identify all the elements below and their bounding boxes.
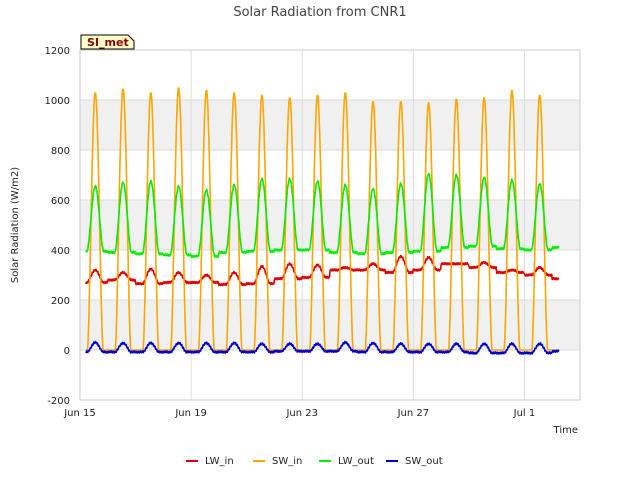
legend: LW_in SW_in LW_out SW_out bbox=[186, 456, 443, 467]
chart-title: Solar Radiation from CNR1 bbox=[233, 5, 406, 20]
x-axis-ticks: Jun 15 Jun 19 Jun 23 Jun 27 Jul 1 bbox=[63, 408, 535, 419]
x-axis-title: Time bbox=[553, 425, 578, 436]
series-line-lw-out bbox=[84, 172, 560, 258]
x-tick-label: Jun 19 bbox=[174, 408, 207, 419]
grid-band bbox=[80, 300, 580, 350]
x-tick-label: Jul 1 bbox=[513, 408, 536, 419]
y-tick-label: 200 bbox=[51, 296, 70, 307]
y-tick-label: 1200 bbox=[45, 46, 70, 57]
y-axis-ticks: -200 0 200 400 600 800 1000 1200 bbox=[45, 46, 70, 407]
series-layer bbox=[84, 87, 560, 355]
dataset-badge: SI_met bbox=[80, 34, 135, 50]
x-tick-label: Jun 15 bbox=[63, 408, 96, 419]
grid-band bbox=[80, 200, 580, 250]
y-tick-label: 800 bbox=[51, 146, 70, 157]
legend-label-lw-in: LW_in bbox=[205, 456, 234, 467]
plot-frame bbox=[79, 49, 581, 401]
legend-label-sw-out: SW_out bbox=[405, 456, 443, 467]
background-bands bbox=[80, 100, 580, 350]
y-tick-label: 400 bbox=[51, 246, 70, 257]
x-tick-label: Jun 23 bbox=[285, 408, 318, 419]
y-axis-title: Solar Radiation (W/m2) bbox=[10, 167, 21, 283]
x-tick-label: Jun 27 bbox=[397, 408, 430, 419]
badge-label: SI_met bbox=[87, 36, 129, 49]
grid-band bbox=[80, 100, 580, 150]
y-tick-label: -200 bbox=[47, 396, 70, 407]
y-tick-label: 1000 bbox=[45, 96, 70, 107]
y-tick-label: 0 bbox=[64, 346, 70, 357]
series-line-sw-out bbox=[84, 340, 560, 355]
legend-label-lw-out: LW_out bbox=[338, 456, 374, 467]
y-tick-label: 600 bbox=[51, 196, 70, 207]
legend-label-sw-in: SW_in bbox=[272, 456, 302, 467]
